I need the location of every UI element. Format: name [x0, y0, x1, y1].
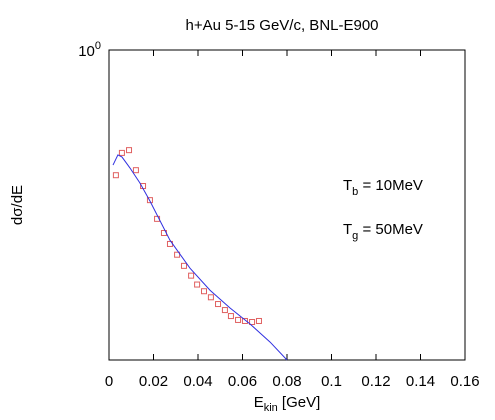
- y-tick-label-base: 10: [78, 43, 95, 60]
- x-tick-label: 0.04: [183, 373, 212, 390]
- data-point: [241, 317, 248, 324]
- plot-frame: [108, 49, 466, 361]
- data-point: [126, 147, 133, 154]
- data-point: [118, 149, 125, 156]
- annotation: Tb = 10MeV: [343, 177, 423, 198]
- x-tick-label: 0.02: [139, 373, 168, 390]
- y-axis-label: dσ/dE: [9, 185, 26, 225]
- data-point: [174, 251, 181, 258]
- annotation-sub: b: [352, 186, 358, 198]
- data-point: [227, 313, 234, 320]
- x-tick-label: 0.1: [321, 373, 342, 390]
- x-axis-label-sub: kin: [264, 402, 278, 414]
- annotation-main: T: [343, 177, 352, 194]
- x-tick-label: 0.06: [228, 373, 257, 390]
- x-axis-label-main: E: [254, 394, 264, 411]
- data-point: [255, 317, 262, 324]
- x-axis-label-rest: [GeV]: [278, 394, 321, 411]
- x-tick-label: 0.08: [272, 373, 301, 390]
- data-point: [194, 281, 201, 288]
- annotation-sub: g: [352, 230, 358, 242]
- annotation-main: T: [343, 221, 352, 238]
- data-point: [207, 294, 214, 301]
- y-tick-label: 100: [78, 40, 101, 60]
- data-point: [180, 262, 187, 269]
- fit-line: [112, 154, 288, 361]
- x-tick-label: 0: [105, 373, 113, 390]
- data-point: [132, 167, 139, 174]
- x-axis-label: Ekin [GeV]: [254, 394, 321, 414]
- data-point: [235, 316, 242, 323]
- data-point: [201, 288, 208, 295]
- y-tick-label-exponent: 0: [95, 40, 101, 52]
- annotation: Tg = 50MeV: [343, 221, 423, 242]
- data-point: [221, 307, 228, 314]
- data-point: [188, 272, 195, 279]
- annotation-rest: = 10MeV: [358, 177, 423, 194]
- data-point: [215, 301, 222, 308]
- x-tick-label: 0.12: [361, 373, 390, 390]
- x-tick-label: 0.14: [406, 373, 435, 390]
- annotation-rest: = 50MeV: [358, 221, 423, 238]
- chart-title: h+Au 5-15 GeV/c, BNL-E900: [185, 17, 378, 34]
- data-point: [146, 197, 153, 204]
- x-tick-label: 0.16: [450, 373, 479, 390]
- data-point: [112, 172, 119, 179]
- data-point: [249, 319, 256, 326]
